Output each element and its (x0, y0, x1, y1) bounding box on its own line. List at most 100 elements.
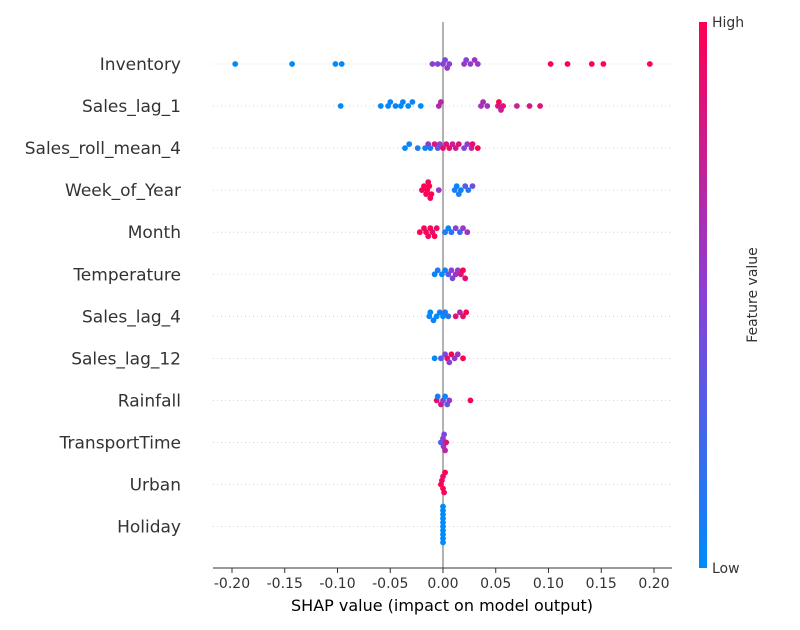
shap-point (496, 99, 502, 105)
shap-point (434, 61, 441, 67)
shap-point (463, 309, 470, 316)
x-tick-label: -0.10 (319, 576, 355, 592)
shap-point (461, 145, 467, 152)
shap-point (465, 187, 472, 194)
shap-point (434, 393, 441, 400)
shap-point (402, 145, 408, 152)
shap-point (446, 61, 453, 67)
shap-point (443, 439, 450, 446)
feature-labels: Inventory Sales_lag_1 Sales_roll_mean_4 Wee… (25, 55, 181, 538)
colorbar (699, 22, 707, 568)
shap-point (446, 397, 453, 404)
shap-point (429, 61, 436, 67)
shap-point (289, 61, 295, 67)
shap-point (232, 61, 239, 67)
x-tick-label: 0.15 (586, 576, 617, 592)
shap-point (427, 309, 434, 316)
shap-point (409, 99, 416, 105)
shap-point (463, 57, 470, 63)
x-tick-label: -0.20 (214, 576, 250, 592)
shap-point (449, 275, 456, 282)
shap-point (454, 267, 461, 274)
shap-point (431, 141, 438, 148)
shap-point (464, 141, 471, 148)
shap-point (514, 103, 520, 109)
shap-point (440, 523, 446, 530)
shap-point (439, 271, 445, 278)
shap-point (377, 103, 384, 109)
shap-point (442, 393, 448, 400)
shap-point (422, 145, 428, 152)
shap-point (440, 539, 446, 546)
shap-point (474, 145, 481, 152)
shap-point (442, 447, 448, 454)
shap-point (433, 225, 440, 232)
shap-point (457, 309, 463, 316)
shap-point (433, 313, 440, 320)
shap-point (448, 267, 455, 274)
shap-point (452, 145, 459, 152)
feature-label: Sales_lag_12 (71, 349, 181, 369)
shap-point (547, 61, 554, 67)
shap-point (458, 187, 464, 194)
shap-point (400, 99, 406, 105)
shap-point (440, 503, 446, 510)
shap-point (441, 489, 447, 496)
colorbar-low-label: Low (712, 561, 740, 577)
shap-point (431, 271, 438, 278)
shap-point (457, 229, 463, 236)
shap-point (421, 183, 427, 190)
shap-point (431, 233, 438, 240)
shap-point (436, 141, 443, 148)
shap-point (430, 317, 437, 324)
shap-point (441, 431, 447, 438)
feature-gridlines (213, 63, 672, 527)
feature-label: Week_of_Year (65, 181, 181, 201)
shap-point (442, 309, 448, 316)
x-tick-label: 0.20 (638, 576, 669, 592)
shap-point (462, 183, 469, 190)
shap-point (442, 267, 448, 274)
shap-point (464, 229, 471, 236)
shap-point (440, 519, 446, 526)
shap-point (455, 141, 462, 148)
x-tick-label: 0.05 (480, 576, 511, 592)
shap-point (442, 469, 448, 476)
x-tick-label: 0.00 (427, 576, 458, 592)
shap-point (440, 515, 446, 522)
feature-label: Urban (130, 476, 181, 496)
x-axis-ticks: -0.20 -0.15 -0.10 -0.05 0.00 0.05 0.10 0.15 0.20 (214, 568, 670, 592)
shap-point (471, 57, 478, 63)
shap-point (446, 359, 453, 366)
shap-point (440, 531, 446, 538)
feature-label: Sales_lag_4 (82, 307, 181, 327)
feature-label: Month (128, 223, 181, 243)
shap-point (453, 183, 460, 190)
shap-point (500, 103, 506, 109)
shap-point (436, 309, 443, 316)
shap-point (454, 351, 461, 358)
x-axis-label: SHAP value (impact on model output) (291, 596, 593, 615)
shap-point (467, 61, 474, 67)
shap-point (526, 103, 533, 109)
shap-point (445, 271, 452, 278)
shap-point (446, 145, 453, 152)
shap-point (646, 61, 653, 67)
shap-point (426, 183, 433, 190)
shap-point (431, 355, 438, 362)
shap-point (332, 61, 339, 67)
shap-point (435, 187, 442, 194)
shap-point (443, 141, 450, 148)
shap-point (469, 183, 476, 190)
shap-point (445, 313, 452, 320)
shap-point (460, 267, 466, 274)
colorbar-title: Feature value (745, 247, 761, 343)
data-points (232, 57, 653, 546)
shap-point (480, 99, 486, 105)
shap-point (442, 57, 448, 63)
shap-point (460, 313, 466, 320)
shap-point (440, 535, 446, 542)
x-tick-label: -0.15 (267, 576, 303, 592)
shap-point (474, 61, 481, 67)
